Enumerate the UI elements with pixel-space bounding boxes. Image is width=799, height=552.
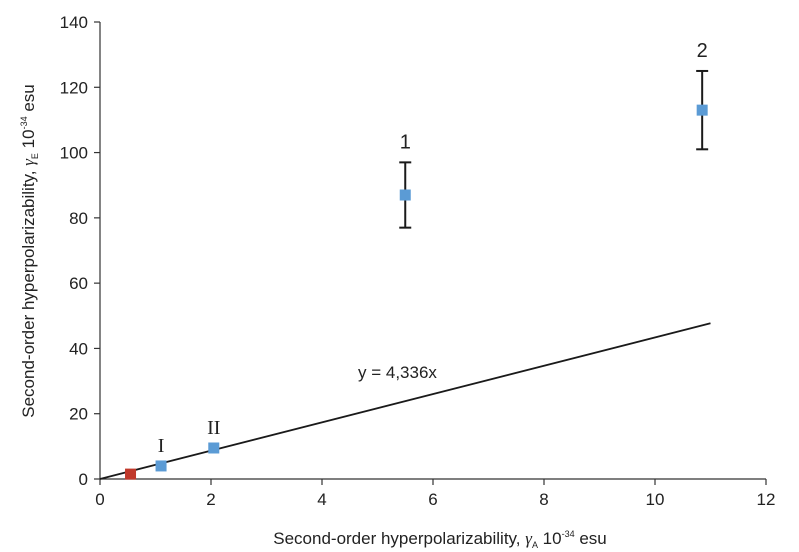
y-tick-label: 0 [79, 470, 88, 489]
x-tick-label: 4 [317, 490, 326, 509]
axes [94, 21, 767, 485]
data-points [125, 104, 708, 480]
y-tick-label: 40 [69, 339, 88, 358]
trendline-line [99, 322, 711, 480]
x-tick-label: 12 [757, 490, 776, 509]
x-tick-label: 2 [206, 490, 215, 509]
y-tick-label: 60 [69, 274, 88, 293]
y-axis-label: Second-order hyperpolarizability, γE 10-… [19, 84, 40, 418]
error-bars [399, 69, 709, 229]
data-point [208, 442, 220, 454]
x-tick-label: 6 [428, 490, 437, 509]
trendline [99, 322, 711, 480]
y-tick-label: 140 [60, 13, 88, 32]
data-point [125, 468, 137, 480]
x-tick-label: 10 [646, 490, 665, 509]
x-tick-label: 0 [95, 490, 104, 509]
y-tick-label: 100 [60, 144, 88, 163]
point-label: 1 [400, 131, 411, 153]
y-tick-label: 80 [69, 209, 88, 228]
y-tick-label: 20 [69, 405, 88, 424]
x-tick-label: 8 [539, 490, 548, 509]
data-point [696, 104, 708, 116]
y-tick-label: 120 [60, 78, 88, 97]
data-point [399, 189, 411, 201]
trendline-equation: y = 4,336x [358, 363, 437, 382]
data-point [155, 460, 167, 472]
point-label: 2 [697, 40, 708, 62]
point-label: II [207, 417, 220, 439]
x-axis-label: Second-order hyperpolarizability, γA 10-… [273, 529, 607, 550]
point-label: I [158, 435, 165, 457]
